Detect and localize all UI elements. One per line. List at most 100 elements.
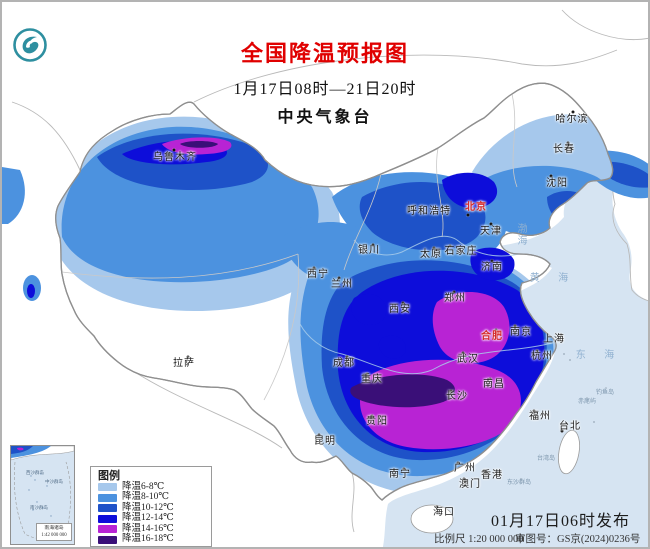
sea-label: 黄 海	[529, 273, 577, 284]
legend-item: 降温16-18℃	[98, 535, 205, 546]
city-label: 昆明	[314, 436, 336, 447]
sea-label: 渤海	[515, 223, 526, 247]
city-dot	[513, 324, 517, 328]
city-dot	[172, 148, 176, 152]
city-label: 南昌	[483, 379, 505, 390]
city-dot	[560, 429, 564, 433]
legend-rows: 降温6-8℃ 降温8-10℃ 降温10-12℃ 降温12-14℃ 降温14-16℃ 降温1…	[98, 482, 205, 545]
city-label: 石家庄	[444, 246, 478, 257]
city-dot	[402, 467, 406, 471]
city-label: 香港	[481, 470, 503, 481]
inset-label: 中沙群岛	[45, 479, 63, 484]
city-label: 西安	[389, 304, 411, 315]
city-dot	[410, 205, 414, 209]
city-dot	[532, 409, 536, 413]
legend-swatch	[98, 535, 117, 544]
city-dot	[401, 301, 405, 305]
city-dot	[535, 349, 539, 353]
city-label: 乌鲁木齐	[153, 152, 197, 163]
city-label: 成都	[333, 358, 355, 369]
city-dot	[571, 110, 575, 114]
city-dot	[449, 389, 453, 393]
legend-item: 降温6-8℃	[98, 482, 205, 493]
city-label: 重庆	[361, 374, 383, 385]
city-label: 澳门	[459, 479, 481, 490]
city-label: 呼和浩特	[407, 206, 451, 217]
city-label: 长沙	[446, 391, 468, 402]
city-label: 郑州	[444, 293, 466, 304]
city-dot	[549, 174, 553, 178]
city-dot	[337, 276, 341, 280]
city-label: 银川	[358, 245, 380, 256]
city-label: 贵阳	[366, 416, 388, 427]
legend-label: 降温12-14℃	[122, 513, 174, 524]
city-label: 台北	[559, 421, 581, 432]
city-dot	[488, 377, 492, 381]
city-label: 杭州	[531, 351, 553, 362]
city-dot	[489, 222, 493, 226]
city-dot	[365, 372, 369, 376]
legend-item: 降温8-10℃	[98, 493, 205, 504]
city-dot	[461, 351, 465, 355]
legend-title: 图例	[98, 470, 120, 482]
inset-caption-title: 南海诸岛	[44, 525, 64, 531]
legend-swatch	[98, 514, 117, 523]
city-label: 哈尔滨	[555, 114, 589, 125]
publish-time: 01月17日06时发布	[490, 513, 630, 530]
sea-area	[382, 160, 648, 547]
foreign-borders	[11, 9, 648, 533]
city-label: 天津	[480, 226, 502, 237]
cma-logo-icon	[13, 28, 47, 62]
city-dot	[432, 246, 436, 250]
legend-label: 降温10-12℃	[122, 502, 174, 513]
sea-label: 赤尾屿	[577, 399, 597, 405]
inset-caption-scale: 1:42 000 000	[41, 532, 67, 538]
sea-label: 东沙群岛	[506, 480, 532, 486]
city-dot	[312, 266, 316, 270]
city-label: 福州	[529, 411, 551, 422]
inset-islands	[28, 473, 52, 517]
hainan-island	[410, 504, 454, 534]
city-label: 武汉	[457, 354, 479, 365]
city-label: 南京	[510, 327, 532, 338]
city-dot	[559, 333, 563, 337]
legend-swatch	[98, 525, 117, 534]
city-label: 北京	[465, 202, 487, 213]
cma-logo	[12, 27, 48, 63]
taiwan-island	[558, 429, 580, 475]
city-dot	[370, 414, 374, 418]
city-dot	[494, 328, 498, 332]
small-islands	[520, 353, 607, 480]
legend-label: 降温16-18℃	[122, 534, 174, 545]
city-label: 太原	[420, 249, 442, 260]
legend-label: 降温8-10℃	[122, 492, 170, 503]
city-label: 广州	[454, 463, 476, 474]
map-legend: 图例 降温6-8℃ 降温8-10℃ 降温10-12℃ 降温12-14℃ 降温14-16℃…	[90, 466, 212, 547]
city-label: 合肥	[481, 331, 503, 342]
city-dot	[345, 355, 349, 359]
city-label: 长春	[553, 144, 575, 155]
city-dot	[490, 259, 494, 263]
city-dot	[435, 505, 439, 509]
legend-swatch	[98, 483, 117, 492]
city-dot	[566, 141, 570, 145]
legend-item: 降温14-16℃	[98, 524, 205, 535]
inset-caption: 南海诸岛 1:42 000 000	[36, 522, 72, 541]
map-scale: 比例尺 1:20 000 000	[434, 534, 524, 545]
city-dot	[462, 477, 466, 481]
city-label: 沈阳	[546, 178, 568, 189]
city-dot	[466, 213, 470, 217]
city-dot	[317, 433, 321, 437]
city-dot	[456, 461, 460, 465]
city-label: 海口	[433, 507, 455, 518]
city-dot	[482, 469, 486, 473]
south-china-sea-inset: 西沙群岛 中沙群岛 南沙群岛 南海诸岛 1:42 000 000	[10, 445, 75, 545]
city-label: 南宁	[389, 469, 411, 480]
legend-label: 降温14-16℃	[122, 523, 174, 534]
city-label: 济南	[481, 262, 503, 273]
legend-swatch	[98, 493, 117, 502]
legend-item: 降温10-12℃	[98, 503, 205, 514]
city-dot	[186, 355, 190, 359]
inset-label: 西沙群岛	[26, 470, 44, 475]
